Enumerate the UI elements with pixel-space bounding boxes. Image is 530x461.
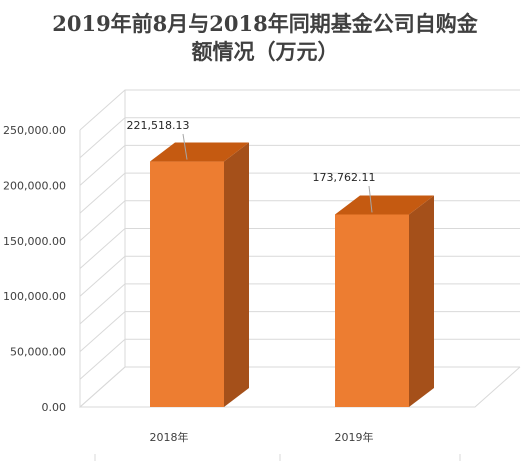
floor-edge — [80, 366, 521, 408]
data-label-leader — [182, 133, 188, 160]
bar-front — [335, 214, 409, 407]
gridline — [79, 200, 520, 242]
gridline — [79, 366, 520, 408]
gridline — [79, 283, 520, 325]
y-tick-label: 100,000.00 — [3, 290, 66, 303]
x-tick-label: 2019年 — [335, 430, 374, 444]
side-wall-edge — [79, 130, 126, 409]
gridline — [79, 172, 520, 214]
y-tick-label: 200,000.00 — [3, 179, 66, 192]
chart-title: 2019年前8月与2018年同期基金公司自购金 — [52, 11, 478, 36]
gridline — [79, 144, 520, 186]
bar-side — [409, 195, 434, 407]
data-label: 221,518.13 — [127, 119, 190, 132]
bar-top — [335, 195, 434, 215]
gridline — [79, 255, 520, 297]
data-label-leader — [368, 185, 373, 213]
y-tick-label: 250,000.00 — [3, 124, 66, 137]
bar-top — [150, 142, 249, 162]
chart-title-continued: 额情况（万元） — [191, 39, 339, 64]
y-tick-label: 50,000.00 — [10, 346, 66, 359]
bar-side — [224, 142, 249, 407]
gridline — [79, 89, 520, 131]
data-label: 173,762.11 — [313, 171, 376, 184]
x-tick-label: 2018年 — [150, 430, 189, 444]
gridline — [79, 338, 520, 380]
bar-front — [150, 161, 224, 407]
gridline — [79, 228, 520, 269]
gridline — [79, 117, 520, 159]
y-tick-label: 0.00 — [42, 401, 67, 414]
y-tick-label: 150,000.00 — [3, 235, 66, 248]
gridline — [79, 311, 520, 352]
